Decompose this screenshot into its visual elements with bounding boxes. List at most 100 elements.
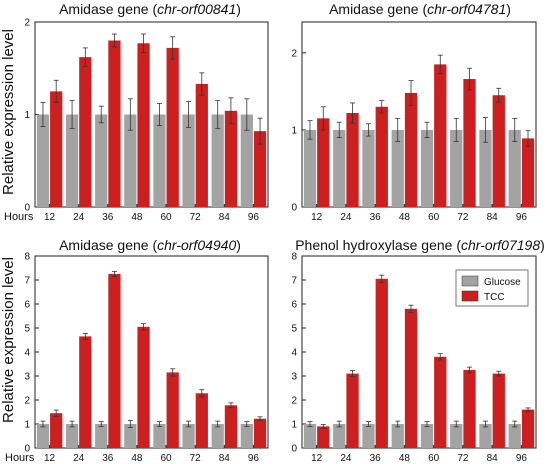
y-tick-label: 0 (291, 444, 297, 455)
tcc-bar-60 (434, 356, 447, 448)
x-tick-label: 36 (370, 453, 382, 464)
y-tick-label: 1 (24, 420, 30, 431)
glucose-bar-60 (153, 424, 166, 448)
tcc-bar-96 (253, 131, 267, 207)
y-tick-label: 3 (291, 372, 297, 383)
x-tick-label: 96 (248, 212, 260, 223)
x-tick-label: 84 (487, 212, 499, 223)
glucose-bar-24 (333, 129, 346, 207)
y-tick-label: 2 (24, 396, 30, 407)
x-tick-label: 48 (131, 453, 143, 464)
y-tick-label: 2 (24, 18, 30, 29)
glucose-bar-48 (391, 424, 404, 448)
tcc-bar-24 (346, 373, 359, 448)
glucose-bar-72 (182, 424, 195, 448)
x-tick-label: 72 (190, 453, 202, 464)
legend-label-tcc: TCC (484, 292, 505, 303)
glucose-bar-48 (124, 424, 137, 448)
x-tick-label: 24 (340, 212, 352, 223)
y-axis-label-top: Relative expression level (0, 29, 17, 195)
x-tick-label: 36 (102, 453, 114, 464)
chart-title: Amidase gene (chr-orf04781) (329, 1, 511, 17)
y-tick-label: 2 (291, 396, 297, 407)
glucose-bar-72 (450, 129, 463, 207)
tcc-bar-84 (492, 95, 505, 207)
glucose-bar-96 (240, 424, 253, 448)
x-tick-label: 84 (219, 453, 231, 464)
chart-title-gene: chr-orf04940 (157, 237, 236, 253)
glucose-bar-12 (36, 424, 50, 448)
chart-title-suffix: ) (540, 237, 545, 253)
x-tick-label: 48 (131, 212, 143, 223)
chart-title-gene: chr-orf00841 (157, 1, 236, 17)
glucose-bar-84 (479, 424, 492, 448)
glucose-bar-24 (333, 424, 346, 448)
chart-title: Amidase gene (chr-orf04940) (59, 237, 241, 253)
tcc-bar-72 (463, 370, 476, 448)
legend-label-glucose: Glucose (484, 277, 521, 288)
hours-label-bottom: Hours (5, 452, 35, 464)
glucose-bar-84 (211, 114, 224, 207)
chart-legend: Glucose TCC (455, 269, 529, 307)
legend-swatch-glucose (461, 275, 479, 287)
glucose-bar-12 (303, 129, 317, 207)
glucose-bar-36 (362, 424, 375, 448)
y-tick-label: 5 (291, 324, 297, 335)
glucose-bar-24 (65, 114, 79, 207)
glucose-bar-60 (420, 129, 434, 207)
y-tick-label: 0 (291, 203, 297, 214)
chart-title-prefix: Amidase gene ( (59, 237, 157, 253)
glucose-bar-72 (182, 114, 195, 207)
glucose-bar-84 (479, 129, 492, 207)
tcc-bar-36 (108, 274, 121, 448)
tcc-bar-48 (137, 43, 150, 208)
legend-swatch-tcc (461, 290, 479, 302)
y-tick-label: 2 (291, 48, 297, 59)
tcc-bar-36 (375, 278, 388, 448)
tcc-bar-84 (224, 405, 238, 448)
tcc-bar-48 (404, 92, 418, 207)
x-tick-label: 24 (340, 453, 352, 464)
tcc-bar-60 (166, 47, 179, 208)
tcc-bar-48 (404, 308, 418, 448)
glucose-bar-12 (36, 114, 50, 207)
tcc-bar-96 (253, 418, 267, 448)
tcc-bar-36 (108, 40, 121, 207)
x-tick-label: 84 (487, 453, 499, 464)
chart-title-gene: chr-orf04781 (427, 1, 506, 17)
x-tick-label: 60 (428, 212, 440, 223)
tcc-bar-12 (50, 413, 63, 448)
y-tick-label: 1 (291, 420, 297, 431)
x-tick-label: 96 (516, 212, 528, 223)
tcc-bar-24 (79, 57, 92, 208)
chart-title-suffix: ) (236, 237, 241, 253)
y-tick-label: 0 (24, 203, 30, 214)
x-tick-label: 24 (73, 453, 85, 464)
tcc-bar-12 (50, 91, 63, 207)
x-tick-label: 96 (248, 453, 260, 464)
glucose-bar-36 (362, 129, 375, 207)
y-axis-label-bottom: Relative expression level (0, 257, 17, 423)
x-tick-label: 12 (44, 212, 56, 223)
y-tick-label: 3 (24, 372, 30, 383)
x-tick-label: 60 (161, 212, 173, 223)
tcc-bar-48 (137, 326, 150, 448)
glucose-bar-60 (153, 114, 166, 207)
glucose-bar-84 (211, 424, 224, 448)
glucose-bar-36 (95, 114, 108, 207)
x-tick-label: 72 (457, 212, 469, 223)
chart-title: Phenol hydroxylase gene (chr-orf07198) (295, 237, 545, 253)
x-tick-label: 60 (428, 453, 440, 464)
tcc-bar-72 (195, 393, 208, 448)
tcc-bar-84 (492, 373, 505, 448)
y-tick-label: 1 (24, 110, 30, 121)
tcc-bar-96 (521, 138, 535, 207)
chart-title-prefix: Phenol hydroxylase gene ( (295, 237, 461, 253)
x-tick-label: 48 (399, 212, 411, 223)
tcc-bar-24 (346, 112, 359, 207)
chart-panel-4: Phenol hydroxylase gene (chr-orf07198) 0 1… (291, 237, 544, 464)
x-tick-label: 36 (370, 212, 382, 223)
glucose-bar-36 (95, 424, 108, 448)
